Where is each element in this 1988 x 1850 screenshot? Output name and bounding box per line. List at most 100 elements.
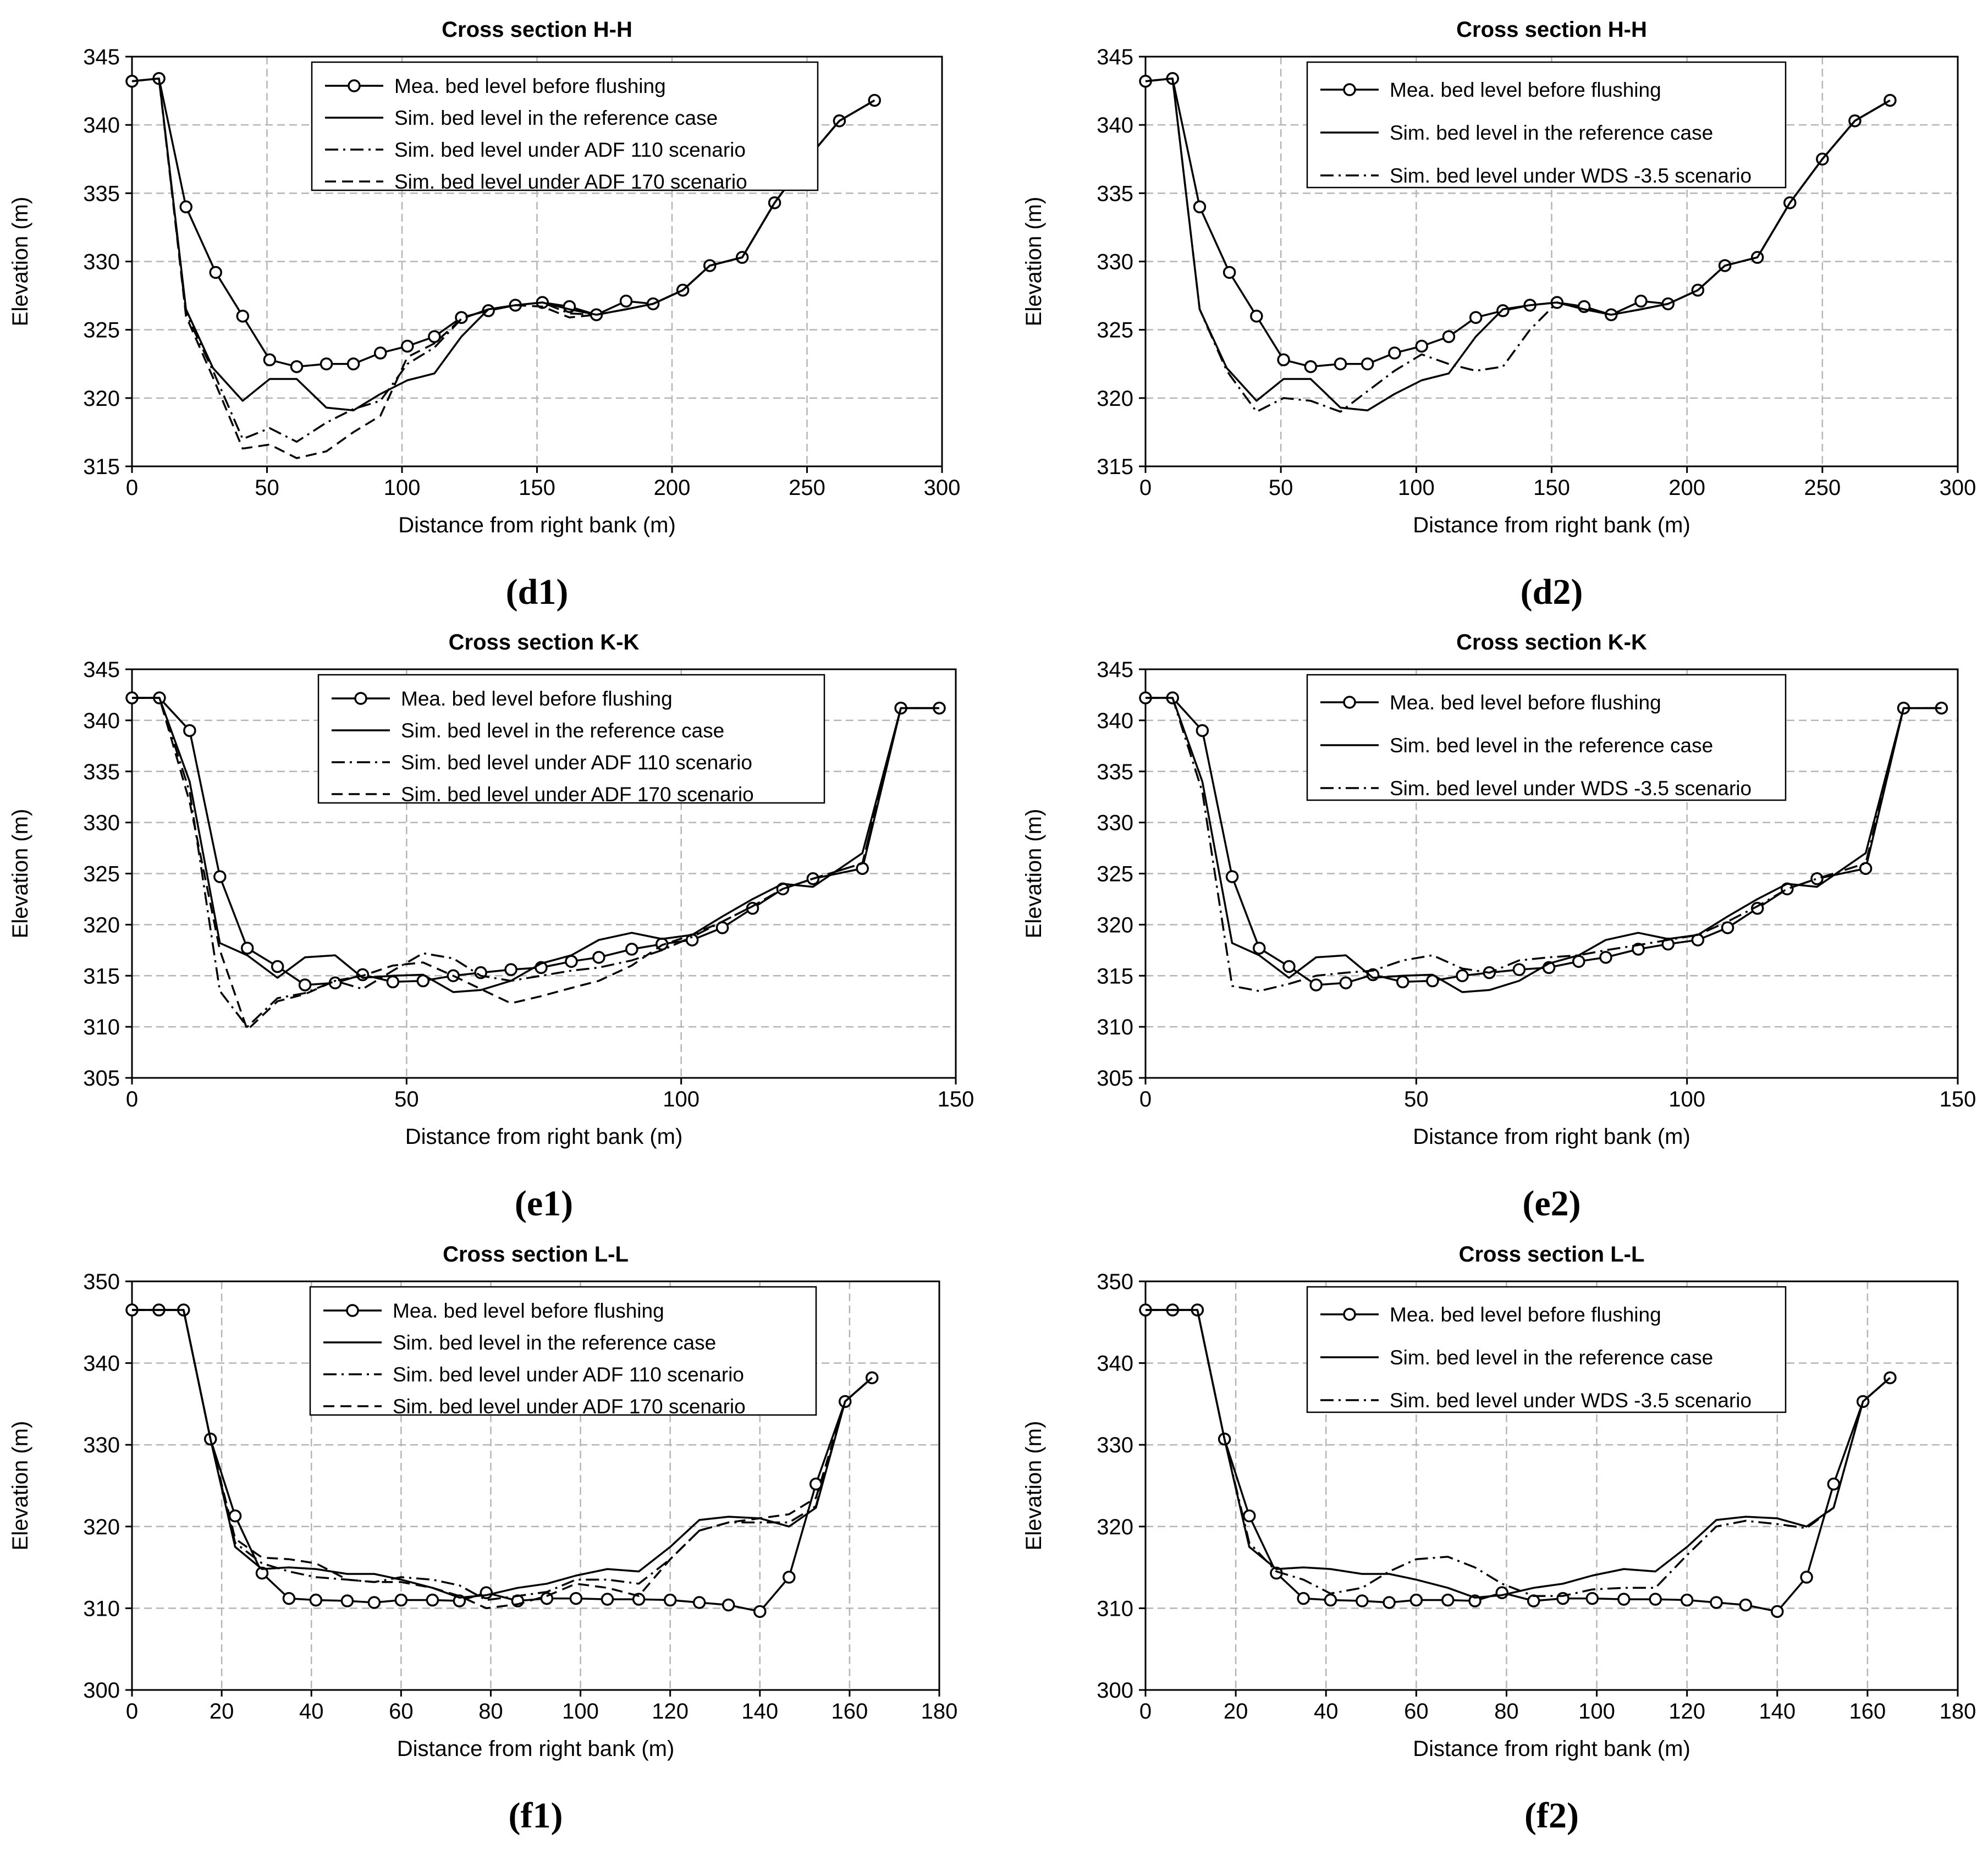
x-tick-label: 60 xyxy=(1404,1699,1429,1724)
data-point xyxy=(236,310,250,323)
chart-title: Cross section K-K xyxy=(449,630,640,654)
legend-label: Sim. bed level in the reference case xyxy=(1390,734,1713,757)
legend-label: Sim. bed level under ADF 110 scenario xyxy=(394,139,746,161)
data-point xyxy=(1396,975,1409,989)
x-tick-label: 100 xyxy=(562,1699,599,1724)
y-tick-label: 325 xyxy=(83,862,120,887)
y-tick-label: 330 xyxy=(1097,1433,1133,1457)
data-point xyxy=(1456,969,1469,982)
x-tick-label: 40 xyxy=(1314,1699,1339,1724)
data-point xyxy=(1297,1592,1310,1605)
x-tick-label: 150 xyxy=(1940,1087,1976,1111)
series-line-3 xyxy=(131,77,875,459)
x-tick-label: 200 xyxy=(1668,476,1705,500)
x-tick-label: 150 xyxy=(938,1087,974,1111)
legend: Mea. bed level before flushing Sim. bed l… xyxy=(1306,61,1787,189)
x-tick-label: 180 xyxy=(1940,1699,1976,1724)
x-tick-label: 250 xyxy=(1804,476,1841,500)
y-tick-label: 335 xyxy=(1097,760,1133,784)
y-tick-label: 310 xyxy=(83,1596,120,1621)
data-point xyxy=(1634,294,1648,308)
x-tick-label: 140 xyxy=(741,1699,778,1724)
y-tick-label: 335 xyxy=(83,181,120,206)
data-point xyxy=(228,1509,242,1523)
y-axis-label: Elevation (m) xyxy=(8,197,32,327)
x-tick-label: 80 xyxy=(478,1699,503,1724)
data-point xyxy=(1680,1593,1694,1607)
y-tick-label: 350 xyxy=(83,1270,120,1294)
y-tick-label: 300 xyxy=(83,1678,120,1703)
y-tick-label: 340 xyxy=(1097,709,1133,733)
data-point xyxy=(1585,1592,1599,1605)
x-tick-label: 100 xyxy=(1398,476,1435,500)
legend-box xyxy=(1306,674,1787,801)
y-tick-label: 305 xyxy=(83,1066,120,1091)
series-line-1 xyxy=(1146,1309,1891,1599)
data-point xyxy=(1859,862,1873,875)
data-point xyxy=(401,339,414,353)
y-tick-label: 345 xyxy=(83,658,120,682)
panel-label: (e2) xyxy=(1522,1183,1581,1224)
legend-box xyxy=(311,61,819,191)
x-tick-label: 160 xyxy=(831,1699,868,1724)
data-point xyxy=(565,955,578,968)
legend: Mea. bed level before flushing Sim. bed l… xyxy=(309,1286,817,1418)
data-point xyxy=(282,1592,296,1605)
y-tick-label: 315 xyxy=(83,455,120,479)
y-tick-label: 350 xyxy=(1097,1270,1133,1294)
x-axis-label: Distance from right bank (m) xyxy=(398,513,676,537)
legend: Mea. bed level before flushing Sim. bed l… xyxy=(1306,1286,1787,1413)
x-tick-label: 0 xyxy=(1139,476,1152,500)
data-point xyxy=(1309,978,1323,992)
legend-label: Sim. bed level in the reference case xyxy=(394,107,718,129)
legend-box xyxy=(1306,61,1787,189)
x-axis-label: Distance from right bank (m) xyxy=(1413,513,1690,537)
series-line-3 xyxy=(132,1309,873,1610)
legend-marker xyxy=(1343,83,1356,96)
data-point xyxy=(1253,941,1266,955)
x-tick-label: 100 xyxy=(384,476,421,500)
data-point xyxy=(1334,357,1347,371)
data-point xyxy=(298,978,312,992)
data-point xyxy=(632,1593,646,1606)
data-point xyxy=(1388,346,1401,360)
data-point xyxy=(1512,963,1526,976)
x-axis-label: Distance from right bank (m) xyxy=(1413,1125,1690,1149)
legend-label: Sim. bed level in the reference case xyxy=(1390,122,1713,144)
data-point xyxy=(255,1566,269,1580)
y-tick-label: 325 xyxy=(83,318,120,343)
data-point xyxy=(1441,1593,1455,1607)
data-point xyxy=(426,1593,439,1607)
x-axis-label: Distance from right bank (m) xyxy=(1413,1737,1690,1761)
data-point xyxy=(394,1593,408,1607)
y-tick-label: 315 xyxy=(1097,964,1133,988)
data-point xyxy=(1196,724,1209,737)
data-point xyxy=(753,1605,767,1618)
legend-label: Mea. bed level before flushing xyxy=(393,1300,664,1322)
data-point xyxy=(1572,955,1585,968)
legend: Mea. bed level before flushing Sim. bed l… xyxy=(1306,674,1787,801)
x-tick-label: 0 xyxy=(126,1699,138,1724)
data-point xyxy=(1222,266,1236,279)
plot-frame xyxy=(1144,1280,1959,1691)
data-point xyxy=(373,346,387,360)
x-tick-label: 80 xyxy=(1494,1699,1519,1724)
panel-label: (f2) xyxy=(1524,1796,1579,1836)
data-point xyxy=(271,960,284,973)
legend-label: Sim. bed level under ADF 170 scenario xyxy=(394,170,747,193)
y-tick-label: 340 xyxy=(1097,1352,1133,1376)
data-point xyxy=(179,200,192,213)
data-point xyxy=(213,870,227,883)
data-point xyxy=(1800,1571,1813,1584)
x-tick-label: 100 xyxy=(1668,1087,1705,1111)
chart-panel-5: 0 20 40 60 80 100 120 140 160 180 300 310 320 330 340 3… xyxy=(1022,1242,1976,1836)
series-line-2 xyxy=(1146,1309,1891,1597)
x-tick-label: 200 xyxy=(654,476,691,500)
legend-label: Sim. bed level under WDS -3.5 scenario xyxy=(1390,1389,1752,1412)
x-tick-label: 120 xyxy=(652,1699,689,1724)
data-point xyxy=(809,1477,823,1491)
legend-label: Mea. bed level before flushing xyxy=(1390,1303,1661,1326)
panel-label: (d2) xyxy=(1521,572,1583,612)
data-point xyxy=(1810,872,1824,885)
data-point xyxy=(320,357,333,371)
